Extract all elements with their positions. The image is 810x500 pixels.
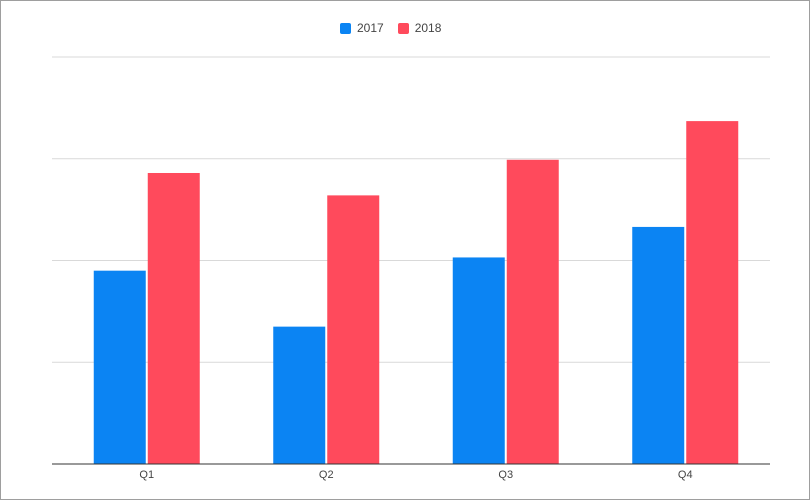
bar-2018-Q4	[686, 121, 739, 464]
bar-2017-Q3	[452, 257, 505, 464]
x-tick-label-Q4: Q4	[678, 469, 693, 481]
x-tick-label-Q2: Q2	[319, 469, 334, 481]
bar-2018-Q2	[327, 195, 380, 464]
legend-item-2018: 2018	[397, 21, 442, 35]
legend-swatch-2018	[397, 22, 409, 34]
bar-2018-Q1	[147, 172, 200, 464]
bar-2017-Q1	[93, 270, 146, 464]
legend-label-2018: 2018	[414, 21, 442, 35]
legend-label-2017: 2017	[357, 21, 384, 35]
bar-2017-Q2	[273, 326, 326, 464]
x-tick-label-Q1: Q1	[139, 469, 154, 481]
x-tick-label-Q3: Q3	[498, 469, 513, 481]
legend-item-2017: 2017	[340, 21, 384, 35]
bar-2018-Q3	[506, 159, 559, 464]
legend-swatch-2017	[340, 22, 351, 34]
legend: 2017 2018	[340, 21, 441, 35]
bar-2017-Q4	[632, 226, 685, 464]
